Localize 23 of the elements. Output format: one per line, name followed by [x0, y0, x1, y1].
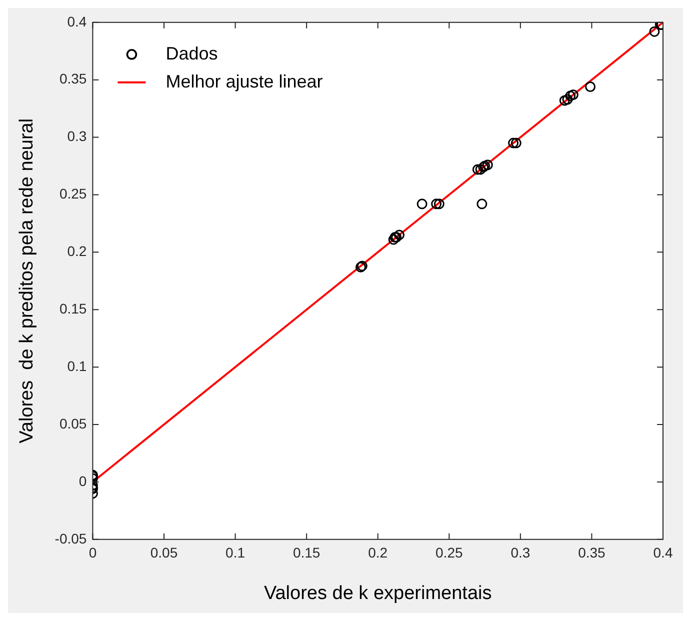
x-tick-label: 0.05 [150, 544, 178, 561]
y-tick-label: 0.35 [59, 70, 87, 87]
x-tick-label: 0 [88, 544, 97, 561]
y-tick-label: -0.05 [54, 530, 87, 546]
y-tick-label: 0.25 [59, 186, 87, 202]
y-tick-label: 0.4 [67, 13, 87, 30]
y-tick-label: 0.15 [59, 300, 87, 316]
legend-label: Melhor ajuste linear [166, 71, 323, 92]
x-tick-label: 0.2 [368, 544, 388, 561]
x-tick-label: 0.1 [226, 544, 246, 561]
x-tick-label: 0.35 [578, 544, 606, 561]
y-tick-label: 0.05 [59, 415, 87, 432]
y-tick-label: 0.1 [67, 358, 87, 374]
x-axis-title: Valores de k experimentais [264, 582, 492, 604]
y-tick-label: 0 [78, 472, 87, 489]
y-axis-title: Valores de k preditos pela rede neural [16, 118, 38, 444]
x-tick-label: 0.3 [510, 544, 530, 561]
x-tick-label: 0.25 [436, 544, 463, 561]
y-tick-label: 0.2 [67, 243, 87, 260]
x-tick-label: 0.4 [653, 544, 673, 561]
y-tick-label: 0.3 [67, 128, 87, 144]
x-tick-label: 0.15 [292, 544, 320, 561]
legend-label: Dados [166, 43, 218, 64]
